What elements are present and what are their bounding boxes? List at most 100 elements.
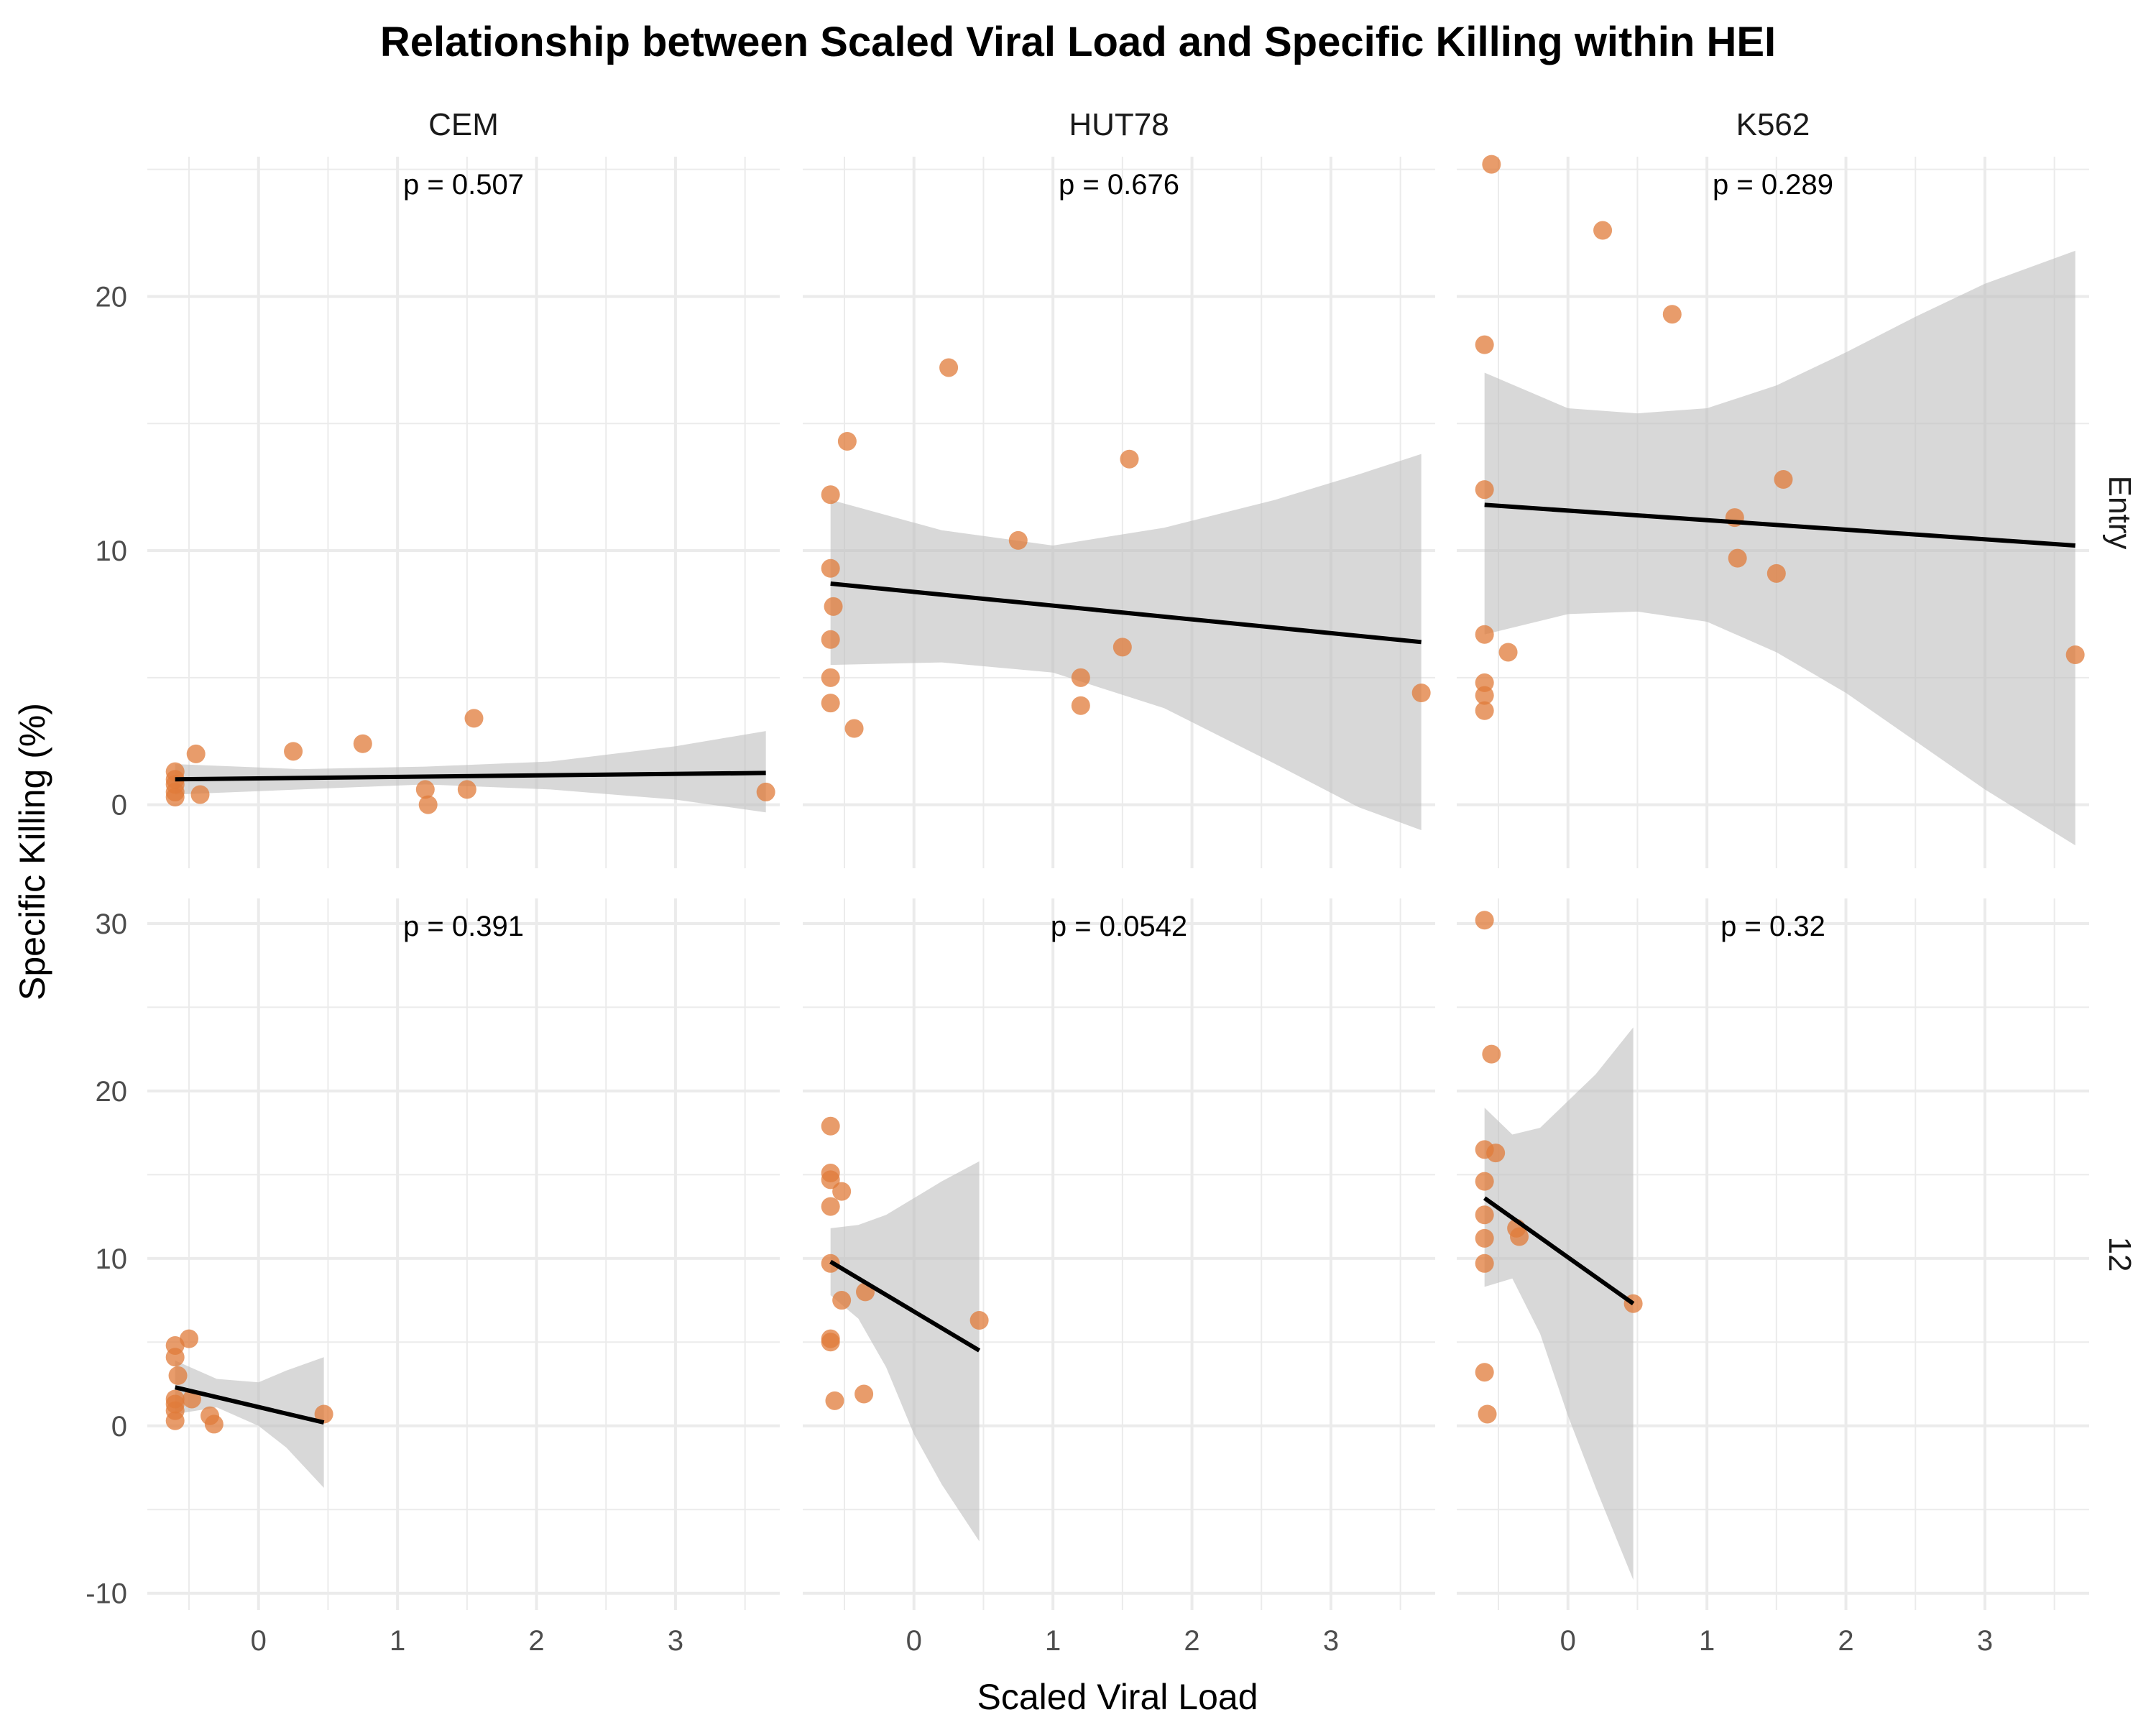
- y-tick-label: 0: [111, 1411, 127, 1443]
- data-point: [821, 1197, 840, 1216]
- data-point: [1475, 1254, 1494, 1273]
- y-tick-label: 20: [96, 281, 128, 313]
- data-point: [190, 785, 210, 804]
- data-point: [821, 630, 840, 649]
- data-point: [825, 1391, 844, 1410]
- data-point: [1475, 1228, 1494, 1248]
- regression-line: [1484, 502, 2076, 548]
- data-point: [939, 358, 959, 377]
- data-point: [1478, 1404, 1497, 1424]
- data-point: [821, 1170, 840, 1190]
- data-point: [204, 1414, 224, 1434]
- data-point: [1774, 470, 1793, 489]
- facet-row-label: 12: [2102, 1237, 2137, 1272]
- x-tick-label: 2: [528, 1625, 544, 1657]
- regression-line: [829, 1259, 981, 1353]
- p-value-label: p = 0.0542: [1051, 911, 1187, 942]
- data-point: [1510, 1227, 1529, 1246]
- y-tick-label: 0: [111, 790, 127, 822]
- y-tick-label: 30: [96, 908, 128, 940]
- data-point: [1475, 701, 1494, 720]
- data-point: [1766, 564, 1786, 583]
- data-point: [821, 485, 840, 505]
- data-point: [186, 744, 206, 763]
- facet-row-label: Entry: [2102, 476, 2137, 550]
- confidence-band: [1484, 250, 2076, 846]
- confidence-band: [175, 1357, 324, 1488]
- data-point: [464, 709, 484, 728]
- data-point: [284, 742, 303, 761]
- data-point: [832, 1291, 852, 1310]
- data-point: [165, 1411, 185, 1430]
- x-tick-label: 3: [1977, 1625, 1993, 1657]
- data-point: [1482, 155, 1501, 174]
- panel-hut78-12: p = 0.0542 0 1 2 3: [803, 898, 1435, 1657]
- facet-column-label: HUT78: [1069, 107, 1169, 142]
- y-axis-title: Specific Killing (%): [12, 703, 52, 1000]
- data-point: [1498, 643, 1518, 662]
- regression-line: [175, 770, 766, 782]
- data-point: [180, 1329, 199, 1348]
- data-point: [1475, 1205, 1494, 1225]
- data-point: [1486, 1144, 1506, 1163]
- data-point: [821, 1333, 840, 1352]
- facet-column-label: CEM: [428, 107, 499, 142]
- y-tick-label: 10: [96, 1243, 128, 1275]
- data-point: [1120, 449, 1139, 469]
- panel-cem-12: p = 0.391 -10 0 10 20 30 0 1 2 3: [86, 898, 780, 1657]
- data-point: [969, 1311, 989, 1330]
- data-point: [165, 762, 185, 781]
- data-point: [415, 780, 435, 799]
- data-point: [1475, 480, 1494, 500]
- confidence-band: [830, 1161, 980, 1542]
- data-point: [168, 1366, 188, 1385]
- data-point: [1475, 335, 1494, 354]
- data-point: [821, 694, 840, 713]
- confidence-band: [175, 731, 766, 813]
- data-point: [832, 1182, 852, 1201]
- y-tick-label: 20: [96, 1076, 128, 1108]
- chart-title: Relationship between Scaled Viral Load a…: [380, 19, 1776, 65]
- regression-line: [1483, 1196, 1635, 1306]
- data-point: [824, 597, 843, 616]
- data-point: [1662, 305, 1682, 324]
- x-tick-label: 2: [1184, 1625, 1199, 1657]
- p-value-label: p = 0.32: [1720, 911, 1825, 942]
- x-tick-label: 1: [390, 1625, 405, 1657]
- data-point: [1475, 1172, 1494, 1191]
- p-value-label: p = 0.289: [1713, 169, 1833, 201]
- data-point: [1475, 1363, 1494, 1382]
- panel-cem-entry: p = 0.507 0 10 20: [96, 157, 780, 868]
- data-point: [418, 795, 438, 814]
- p-value-label: p = 0.391: [403, 911, 524, 942]
- data-point: [314, 1404, 333, 1424]
- regression-line: [174, 1385, 325, 1425]
- data-point: [2065, 645, 2085, 664]
- data-point: [1071, 696, 1090, 715]
- data-point: [1475, 625, 1494, 644]
- data-point: [1008, 530, 1028, 550]
- regression-line: [830, 581, 1422, 645]
- x-tick-label: 0: [906, 1625, 922, 1657]
- facet-column-label: K562: [1736, 107, 1810, 142]
- p-value-label: p = 0.507: [403, 169, 524, 201]
- x-tick-label: 3: [1323, 1625, 1339, 1657]
- x-tick-label: 0: [1560, 1625, 1576, 1657]
- confidence-band: [1484, 1027, 1634, 1581]
- data-point: [1475, 686, 1494, 705]
- x-tick-label: 1: [1699, 1625, 1715, 1657]
- data-point: [854, 1384, 874, 1404]
- y-tick-label: -10: [86, 1578, 127, 1610]
- x-tick-label: 3: [668, 1625, 683, 1657]
- data-point: [837, 432, 857, 451]
- data-point: [165, 1348, 185, 1367]
- data-point: [353, 734, 372, 753]
- x-tick-label: 0: [251, 1625, 267, 1657]
- data-point: [1475, 911, 1494, 930]
- panel-hut78-entry: p = 0.676: [803, 157, 1435, 868]
- x-tick-label: 2: [1838, 1625, 1853, 1657]
- data-point: [821, 1116, 840, 1136]
- x-tick-label: 1: [1045, 1625, 1061, 1657]
